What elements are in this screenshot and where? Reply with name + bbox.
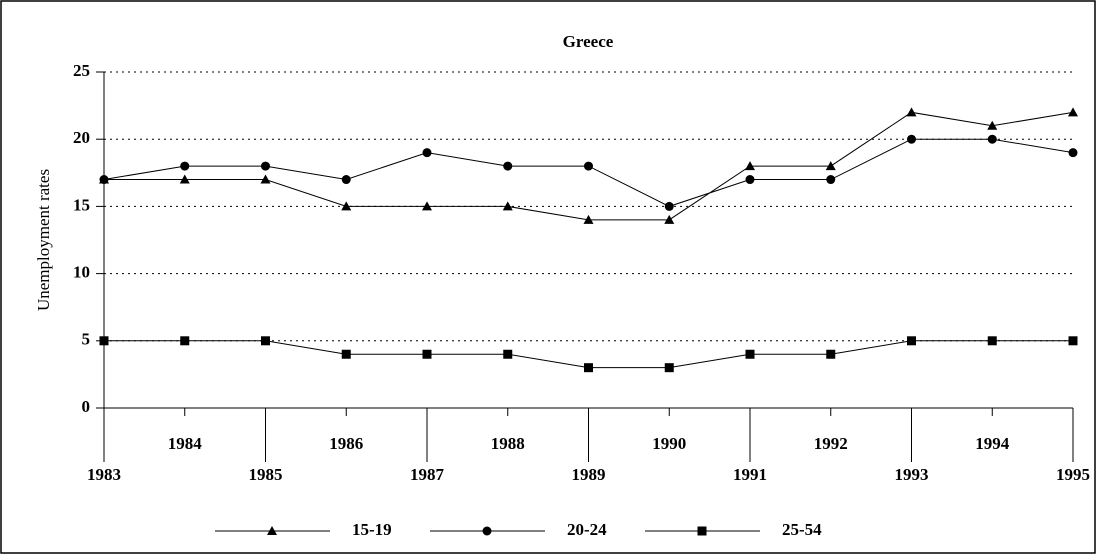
y-tick-label: 25: [73, 61, 90, 80]
x-tick-label: 1986: [329, 434, 363, 453]
marker: [341, 175, 351, 185]
x-tick-label: 1989: [572, 465, 606, 484]
marker: [1068, 148, 1078, 158]
series-line: [103, 138, 1074, 207]
x-tick-label: 1994: [975, 434, 1010, 453]
marker: [1068, 107, 1078, 117]
marker: [745, 161, 755, 171]
marker: [826, 175, 836, 185]
y-tick-label: 0: [82, 397, 91, 416]
legend-label: 15-19: [352, 520, 392, 539]
x-tick-label: 1984: [168, 434, 203, 453]
marker: [260, 174, 271, 184]
legend-marker: [697, 526, 707, 536]
marker: [584, 363, 593, 373]
marker: [826, 349, 836, 359]
marker: [341, 349, 351, 359]
marker: [907, 134, 916, 144]
marker: [503, 161, 513, 171]
y-axis-label: Unemployment rates: [34, 169, 53, 311]
marker: [180, 336, 190, 346]
marker: [261, 336, 270, 346]
marker: [745, 175, 755, 185]
marker: [584, 161, 593, 171]
marker: [664, 214, 675, 224]
marker: [906, 107, 917, 117]
marker: [422, 148, 432, 158]
marker: [583, 214, 594, 224]
x-tick-label: 1985: [249, 465, 283, 484]
marker: [745, 349, 755, 359]
x-tick-label: 1993: [895, 465, 929, 484]
chart-title: Greece: [563, 32, 614, 51]
marker: [422, 201, 432, 211]
marker: [180, 161, 190, 171]
marker: [664, 363, 674, 373]
y-tick-label: 10: [73, 263, 90, 282]
x-tick-label: 1990: [652, 434, 686, 453]
legend-marker: [482, 526, 492, 536]
x-tick-label: 1988: [491, 434, 525, 453]
y-tick-label: 5: [82, 330, 91, 349]
marker: [987, 120, 998, 130]
marker: [907, 336, 916, 346]
x-tick-label: 1987: [410, 465, 445, 484]
marker: [502, 201, 513, 211]
marker: [341, 201, 352, 211]
marker: [422, 349, 432, 359]
marker: [987, 134, 997, 144]
marker: [261, 161, 270, 171]
marker: [664, 201, 674, 211]
marker: [179, 174, 190, 184]
x-tick-label: 1995: [1056, 465, 1090, 484]
marker: [503, 349, 513, 359]
x-tick-label: 1992: [814, 434, 848, 453]
x-tick-label: 1983: [87, 465, 121, 484]
legend-label: 20-24: [567, 520, 607, 539]
x-tick-label: 1991: [733, 465, 767, 484]
marker: [99, 336, 109, 346]
y-tick-label: 15: [73, 195, 90, 214]
marker: [99, 175, 109, 185]
marker: [825, 161, 836, 171]
legend-label: 25-54: [782, 520, 822, 539]
marker: [987, 336, 997, 346]
legend-marker: [267, 526, 277, 535]
y-tick-label: 20: [73, 128, 90, 147]
marker: [1068, 336, 1078, 346]
